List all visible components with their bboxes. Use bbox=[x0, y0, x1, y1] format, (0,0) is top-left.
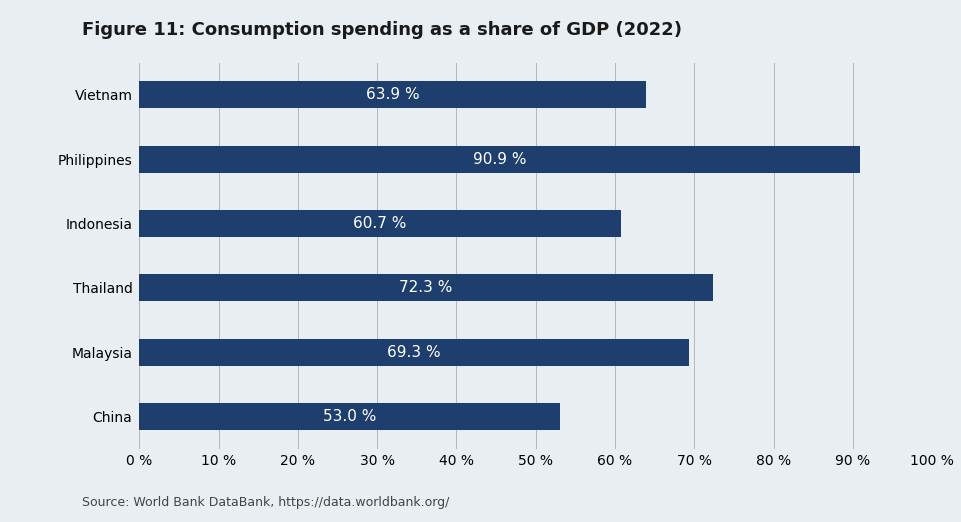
Bar bbox=[139, 403, 559, 430]
Text: 90.9 %: 90.9 % bbox=[473, 152, 527, 167]
Bar bbox=[139, 275, 712, 302]
Bar bbox=[139, 81, 646, 109]
Text: 53.0 %: 53.0 % bbox=[323, 409, 376, 424]
Text: 72.3 %: 72.3 % bbox=[399, 280, 453, 295]
Text: Figure 11: Consumption spending as a share of GDP (2022): Figure 11: Consumption spending as a sha… bbox=[82, 21, 681, 39]
Bar bbox=[139, 339, 689, 366]
Text: 69.3 %: 69.3 % bbox=[387, 345, 441, 360]
Text: Source: World Bank DataBank, https://data.worldbank.org/: Source: World Bank DataBank, https://dat… bbox=[82, 496, 449, 509]
Bar bbox=[139, 210, 621, 237]
Text: 60.7 %: 60.7 % bbox=[354, 216, 407, 231]
Text: 63.9 %: 63.9 % bbox=[366, 87, 419, 102]
Bar bbox=[139, 146, 860, 173]
